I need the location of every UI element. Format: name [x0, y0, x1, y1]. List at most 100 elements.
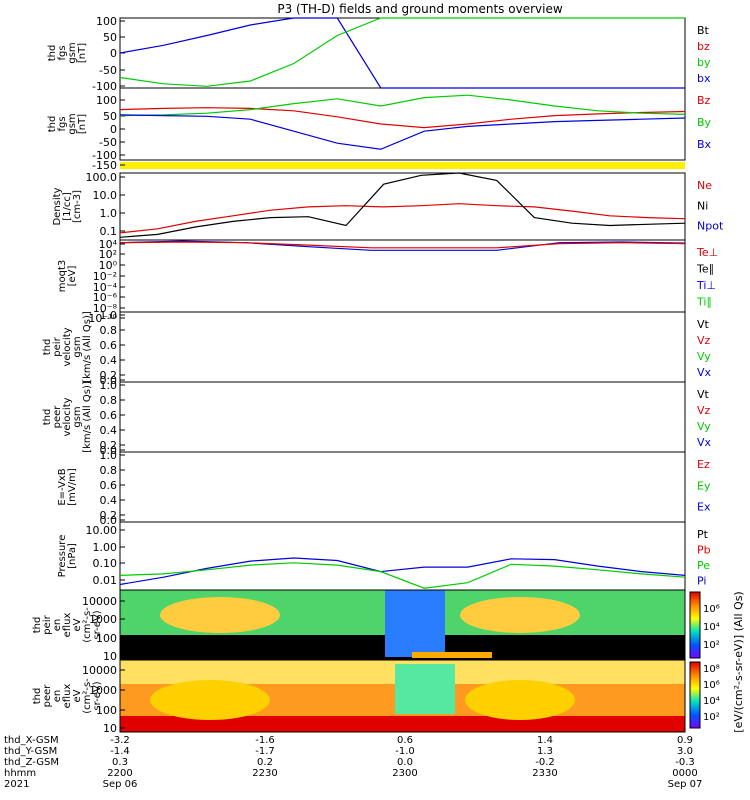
- chart-fgs: [119, 17, 685, 89]
- y-tick-label: 100: [96, 704, 117, 717]
- series-Bz: [119, 107, 686, 129]
- chart-pressure: [119, 557, 686, 589]
- y-tick-label: 1.0: [100, 309, 118, 322]
- legend-entry: Ey: [697, 479, 711, 492]
- footer-row-label: thd_X-GSM: [4, 735, 59, 746]
- footer-value: Sep 07: [668, 779, 703, 790]
- spectrogram-blob: [160, 597, 280, 633]
- series-by: [119, 17, 685, 87]
- footer-value: -1.4: [110, 746, 130, 757]
- legend-entry: Ti⊥: [696, 279, 716, 292]
- y-tick-label: 0.2: [100, 509, 118, 522]
- panel-ylabel: thdpeirenefluxeV(cm²-s-sr-eV): [32, 607, 103, 643]
- spectrogram-blob: [465, 680, 575, 720]
- footer-value: 0.9: [677, 735, 693, 746]
- panel-frame: [119, 87, 686, 161]
- y-tick-label: 10⁻⁶: [93, 291, 118, 304]
- y-tick-label: -50: [99, 64, 117, 77]
- y-tick-label: 50: [103, 31, 117, 44]
- y-tick-label: 0.2: [100, 369, 118, 382]
- panel-peir_en: thdpeirenefluxeV(cm²-s-sr-eV)10000 1000 10…: [32, 589, 686, 663]
- y-tick-label: 0.8: [100, 324, 118, 337]
- series-By: [119, 94, 686, 117]
- footer-value: 0.3: [112, 757, 128, 768]
- panel-ylabel: thdfgsgsm[nT]: [47, 42, 88, 63]
- y-tick-label: 50: [103, 110, 117, 123]
- legend-entry: Ti∥: [696, 296, 712, 309]
- y-tick-label: 0.01: [93, 574, 118, 587]
- legend-entry: Te⊥: [696, 246, 718, 259]
- spectrogram-band: [120, 716, 685, 732]
- legend-entry: Ex: [697, 501, 711, 514]
- footer-value: 0.0: [397, 757, 413, 768]
- y-tick-label: 1.0: [100, 207, 118, 220]
- legend-entry: bz: [697, 40, 710, 53]
- legend-entry: Bz: [697, 94, 711, 107]
- panel-ylabel: Pressure[nPa]: [57, 535, 78, 578]
- panel-frame: [119, 311, 686, 383]
- legend-entry: Pb: [697, 544, 711, 557]
- footer-value: -1.6: [255, 735, 275, 746]
- spectrogram-blob: [150, 680, 270, 720]
- spectrogram-gap: [395, 664, 455, 714]
- footer-value: -0.3: [675, 757, 695, 768]
- y-tick-label: 10²: [99, 248, 117, 261]
- legend-entry: bx: [697, 72, 711, 85]
- y-tick-label: 0: [110, 47, 117, 60]
- y-tick-label: -100: [92, 149, 117, 162]
- y-tick-label: 100: [96, 15, 117, 28]
- footer-value: 3.0: [677, 746, 693, 757]
- series-Pe: [119, 562, 686, 589]
- spectrogram-gap: [385, 590, 445, 657]
- y-tick-label: 10.00: [86, 524, 118, 537]
- footer-value: 2230: [252, 768, 277, 779]
- footer-row-label: hhmm: [4, 768, 36, 779]
- legend-entry: Vy: [697, 350, 711, 363]
- y-tick-label: 0.4: [100, 494, 118, 507]
- legend-entry: Vx: [697, 366, 712, 379]
- footer-row-label: thd_Y-GSM: [4, 746, 57, 757]
- legend-entry: Vy: [697, 420, 711, 433]
- panel-peer_en: thdpeerenefluxeV(cm²-s-sr-eV)10000 1000 10…: [32, 659, 686, 735]
- colorbar-tick: 10⁴: [703, 622, 720, 633]
- chart-temp: [119, 240, 686, 251]
- footer-row-label: thd_Z-GSM: [4, 757, 59, 768]
- y-tick-label: 0.0: [100, 444, 118, 457]
- legend-entry: Vt: [697, 388, 710, 401]
- legend-entry: Vz: [697, 404, 711, 417]
- y-tick-label: 0.2: [100, 439, 118, 452]
- footer-value: 1.3: [537, 746, 553, 757]
- legend-entry: Vx: [697, 436, 712, 449]
- panel-ylabel: E=-VxB[mV/m]: [57, 468, 78, 506]
- footer-value: -1.0: [395, 746, 415, 757]
- y-tick-label: 10000: [82, 664, 117, 677]
- footer-value: 0.6: [397, 735, 413, 746]
- colorbar-bottom: [689, 661, 701, 729]
- y-tick-label: 0.0: [100, 374, 118, 387]
- y-tick-label: 0.6: [100, 409, 118, 422]
- y-tick-label: 10⁻⁴: [93, 281, 118, 294]
- y-tick-label: 0.4: [100, 354, 118, 367]
- panel-efield: E=-VxB[mV/m] 1.0 0.8 0.6 0.4 0.20.0 Ez Ey Ex: [57, 449, 711, 527]
- panel-peir_vel: thdpeirvelocitygsm[km/s (All Qs)] 1.0 0.8 0…: [42, 309, 712, 387]
- y-tick-label: 1.00: [93, 541, 118, 554]
- legend-entry: Vz: [697, 334, 711, 347]
- panel-peer_vel: thdpeervelocitygsm[km/s (All Qs)] 1.0 0.8 0…: [42, 379, 712, 457]
- colorbar-label: [eV/(cm²-s-sr-eV)] (All Qs): [732, 591, 745, 732]
- y-tick-label: 10⁻⁸: [93, 302, 118, 315]
- y-tick-label: 10⁰: [99, 259, 118, 272]
- y-tick-label: -50: [99, 136, 117, 149]
- panel-frame: [119, 17, 686, 89]
- y-tick-label: 1000: [89, 613, 117, 626]
- footer-value: -1.7: [255, 746, 275, 757]
- colorbar-tick: 10²: [703, 640, 720, 651]
- y-tick-label: 0.0: [100, 514, 118, 527]
- y-tick-label: -100: [92, 80, 117, 93]
- legend-entry: Pe: [697, 559, 710, 572]
- y-tick-label: 10⁻¹⁰: [88, 312, 117, 325]
- colorbar-tick: 10⁶: [703, 604, 720, 615]
- panel-ylabel: thdpeerenefluxeV(cm²-s-sr-eV): [32, 678, 103, 714]
- plot-title: P3 (TH-D) fields and ground moments over…: [277, 2, 562, 16]
